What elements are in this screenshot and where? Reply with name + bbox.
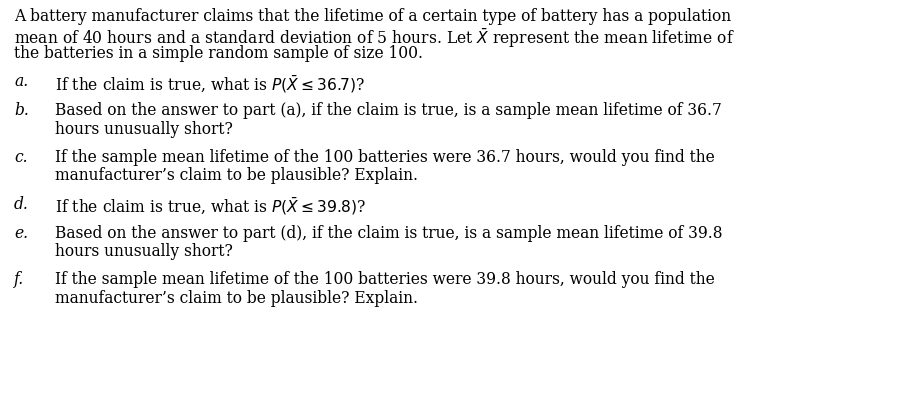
Text: hours unusually short?: hours unusually short?	[55, 121, 233, 138]
Text: hours unusually short?: hours unusually short?	[55, 243, 233, 260]
Text: If the sample mean lifetime of the 100 batteries were 36.7 hours, would you find: If the sample mean lifetime of the 100 b…	[55, 149, 715, 166]
Text: c.: c.	[14, 149, 27, 166]
Text: e.: e.	[14, 224, 28, 241]
Text: mean of 40 hours and a standard deviation of 5 hours. Let $\bar{X}$ represent th: mean of 40 hours and a standard deviatio…	[14, 27, 735, 50]
Text: If the sample mean lifetime of the 100 batteries were 39.8 hours, would you find: If the sample mean lifetime of the 100 b…	[55, 271, 715, 289]
Text: the batteries in a simple random sample of size 100.: the batteries in a simple random sample …	[14, 45, 423, 62]
Text: Based on the answer to part (a), if the claim is true, is a sample mean lifetime: Based on the answer to part (a), if the …	[55, 102, 722, 119]
Text: A battery manufacturer claims that the lifetime of a certain type of battery has: A battery manufacturer claims that the l…	[14, 8, 731, 25]
Text: manufacturer’s claim to be plausible? Explain.: manufacturer’s claim to be plausible? Ex…	[55, 290, 418, 307]
Text: a.: a.	[14, 73, 28, 90]
Text: manufacturer’s claim to be plausible? Explain.: manufacturer’s claim to be plausible? Ex…	[55, 168, 418, 184]
Text: f.: f.	[14, 271, 24, 289]
Text: If the claim is true, what is $P(\bar{X} \leq 39.8)$?: If the claim is true, what is $P(\bar{X}…	[55, 196, 367, 217]
Text: b.: b.	[14, 102, 29, 119]
Text: d.: d.	[14, 196, 29, 213]
Text: If the claim is true, what is $P(\bar{X} \leq 36.7)$?: If the claim is true, what is $P(\bar{X}…	[55, 73, 366, 95]
Text: Based on the answer to part (d), if the claim is true, is a sample mean lifetime: Based on the answer to part (d), if the …	[55, 224, 722, 241]
